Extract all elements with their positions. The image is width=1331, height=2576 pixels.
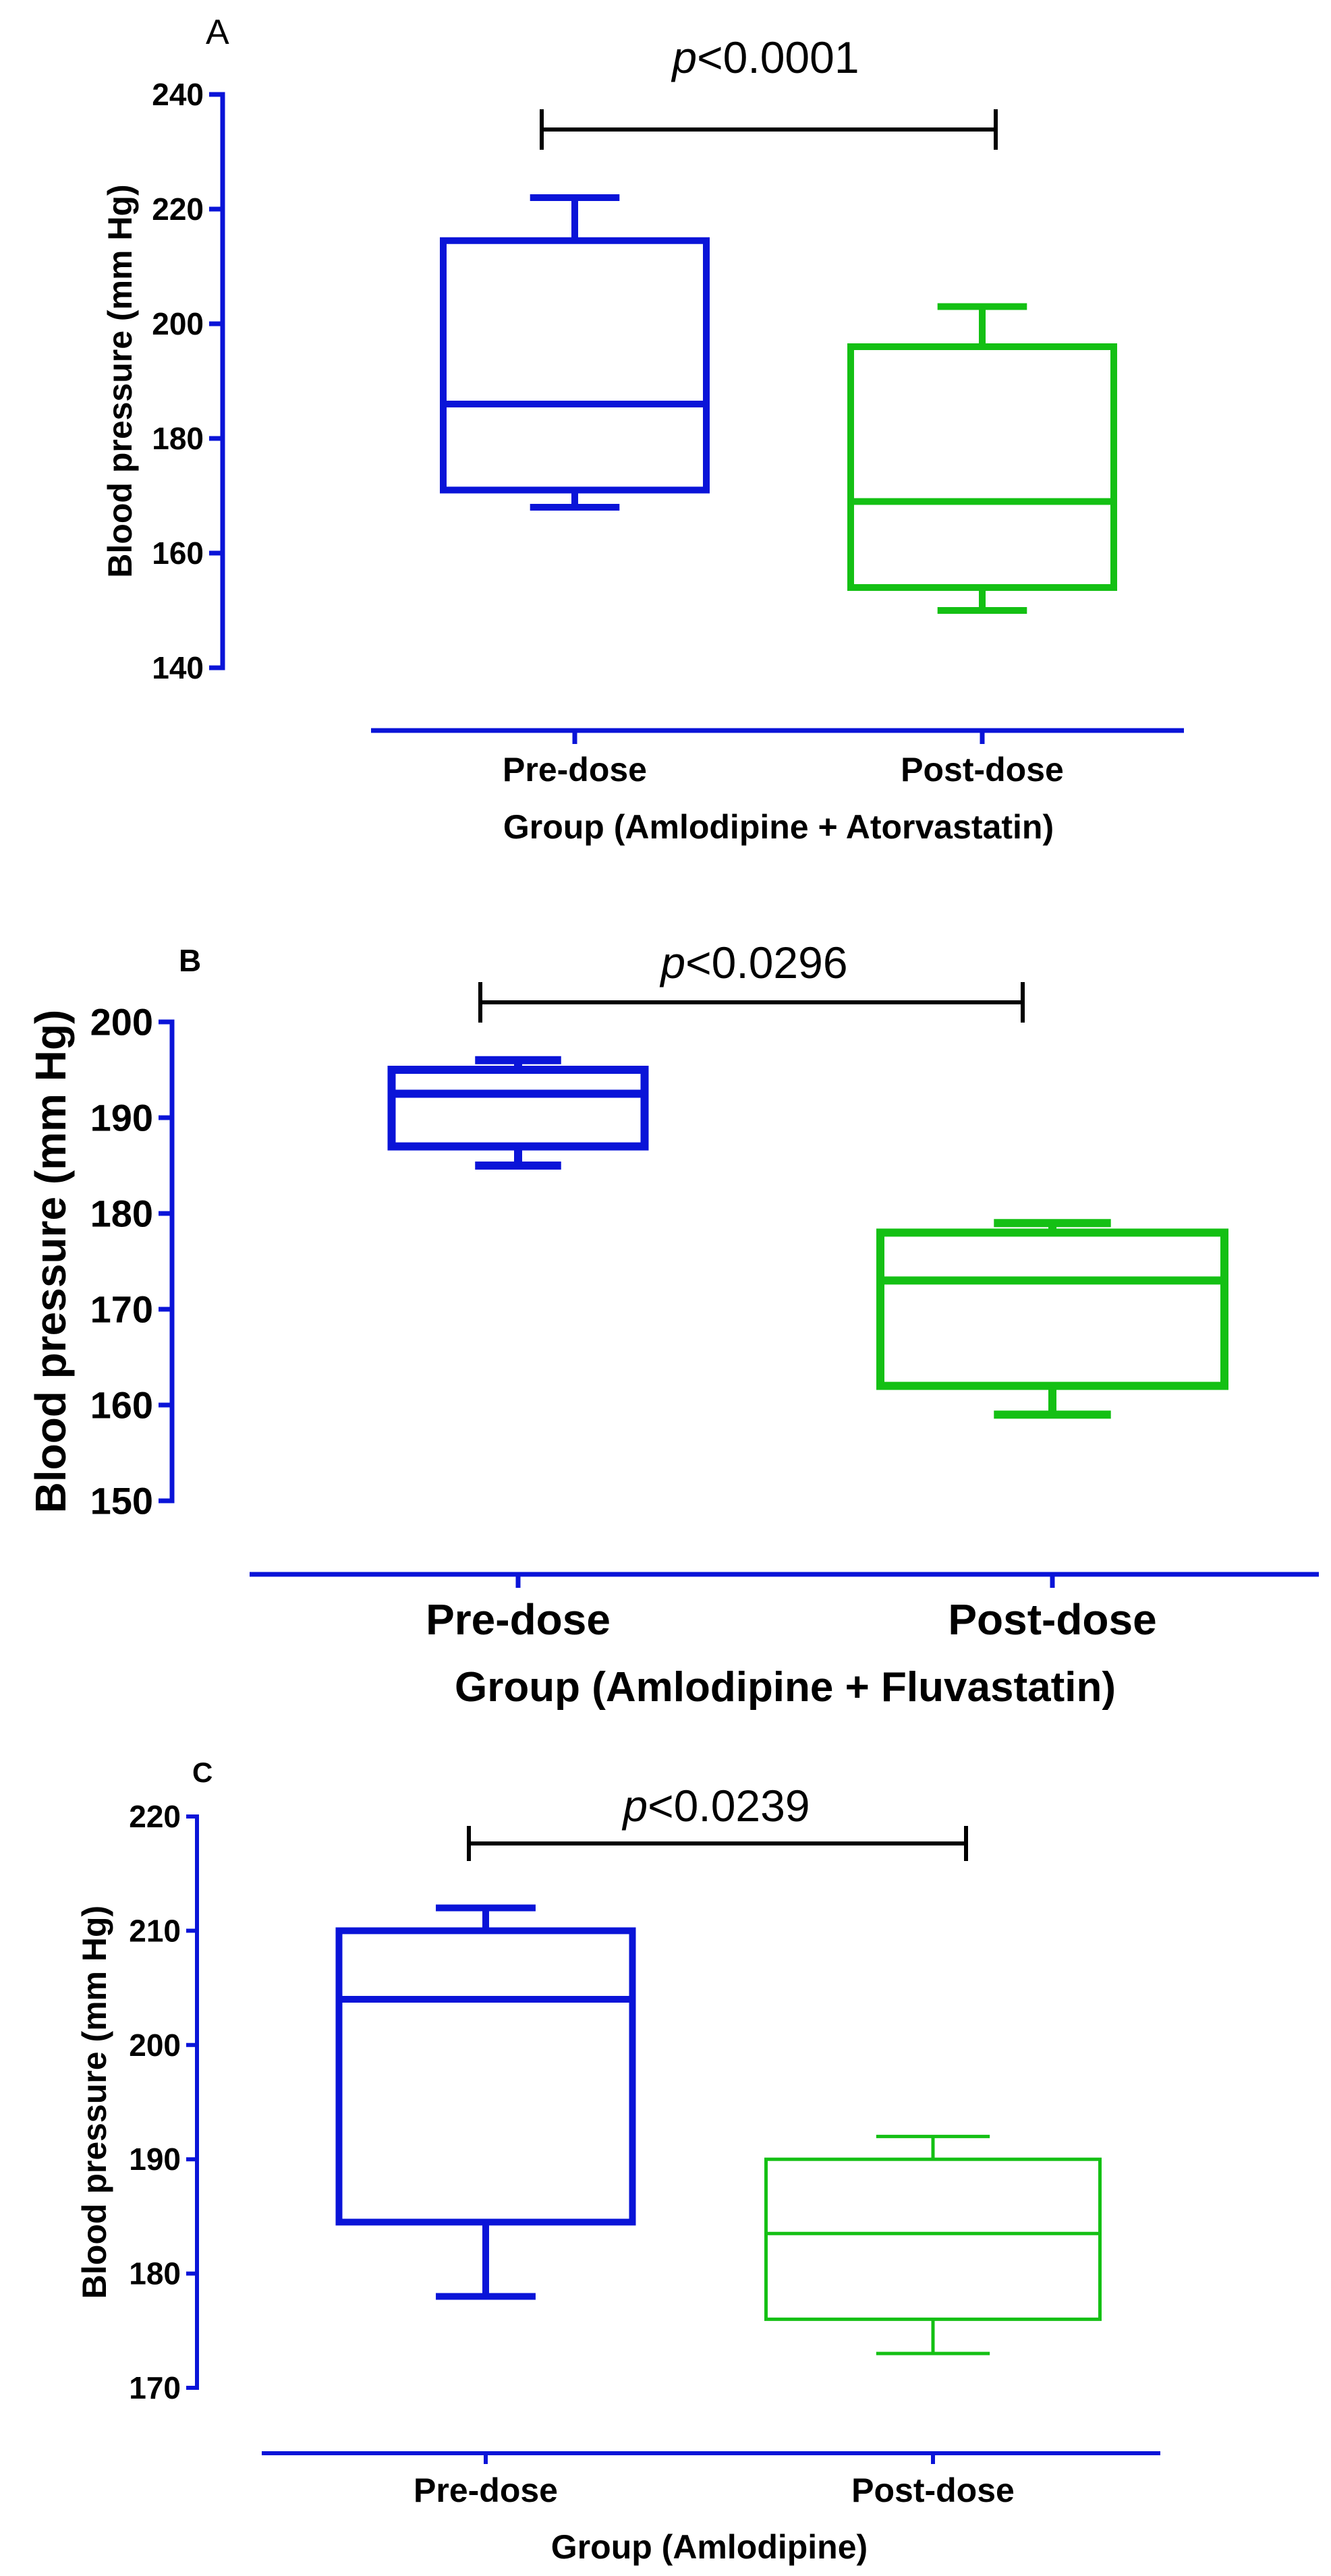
box-iqr — [387, 1066, 649, 1151]
panel-label: C — [192, 1756, 213, 1788]
box-iqr — [847, 343, 1117, 591]
x-axis-label: Group (Amlodipine + Atorvastatin) — [503, 808, 1054, 846]
y-tick-label: 200 — [90, 1001, 153, 1043]
y-tick-label: 200 — [152, 306, 204, 341]
box-iqr — [764, 2157, 1102, 2321]
y-tick-label: 220 — [129, 1799, 181, 1834]
p-value-label: p<0.0296 — [659, 938, 847, 988]
y-tick-label: 160 — [152, 536, 204, 571]
panel-c: 170 180 190 200 210 220 Blood pressure (mm Hg)… — [76, 1756, 1160, 2566]
p-value-prefix: p — [659, 938, 685, 988]
box-post-dose — [876, 1219, 1228, 1419]
y-tick-label: 150 — [90, 1480, 153, 1522]
box-pre-dose — [440, 194, 710, 511]
y-tick-label: 160 — [90, 1384, 153, 1427]
y-tick-label: 190 — [129, 2142, 181, 2177]
y-tick-label: 240 — [152, 77, 204, 112]
x-axis-label: Group (Amlodipine) — [551, 2528, 868, 2566]
y-tick-label: 210 — [129, 1913, 181, 1948]
box-iqr — [335, 1927, 636, 2226]
panel-label: B — [179, 943, 201, 978]
y-tick-label: 140 — [152, 650, 204, 685]
significance-bracket: p<0.0239 — [467, 1781, 968, 1861]
x-axis-label: Group (Amlodipine + Fluvastatin) — [455, 1664, 1116, 1711]
y-tick-label: 190 — [90, 1097, 153, 1139]
panel-label: A — [206, 13, 229, 52]
y-tick-label: 180 — [152, 421, 204, 456]
p-value-label: p<0.0239 — [621, 1781, 810, 1831]
y-tick-label: 180 — [129, 2256, 181, 2291]
x-tick-label: Pre-dose — [414, 2471, 558, 2509]
box-post-dose — [764, 2134, 1102, 2355]
x-tick-label: Post-dose — [901, 751, 1064, 789]
box-iqr — [440, 237, 710, 494]
significance-bracket: p<0.0296 — [478, 938, 1025, 1023]
y-axis-label: Blood pressure (mm Hg) — [76, 1906, 113, 2299]
x-tick-label: Pre-dose — [503, 751, 647, 789]
p-value-text: <0.0239 — [648, 1781, 810, 1831]
y-tick-label: 170 — [90, 1288, 153, 1331]
y-axis-label: Blood pressure (mm Hg) — [26, 1010, 75, 1514]
box-post-dose — [847, 303, 1117, 614]
box-iqr — [876, 1228, 1228, 1390]
p-value-text: <0.0296 — [685, 938, 847, 988]
y-axis-label: Blood pressure (mm Hg) — [101, 184, 139, 577]
p-value-prefix: p — [671, 32, 697, 82]
y-tick-label: 180 — [90, 1193, 153, 1235]
x-tick-label: Post-dose — [851, 2471, 1015, 2509]
y-tick-label: 200 — [129, 2028, 181, 2063]
panel-b: 150 160 170 180 190 200 Blood pressure (mm Hg)… — [26, 938, 1319, 1711]
y-tick-label: 220 — [152, 192, 204, 227]
box-pre-dose — [335, 1904, 636, 2300]
panel-a: 140 160 180 200 220 240 Blood pressure (mm Hg)… — [101, 13, 1184, 846]
y-tick-label: 170 — [129, 2370, 181, 2405]
significance-bracket: p<0.0001 — [540, 32, 998, 150]
p-value-text: <0.0001 — [697, 32, 859, 82]
box-pre-dose — [387, 1056, 649, 1170]
p-value-prefix: p — [621, 1781, 648, 1831]
x-tick-label: Post-dose — [948, 1595, 1156, 1644]
x-tick-label: Pre-dose — [426, 1595, 611, 1644]
p-value-label: p<0.0001 — [671, 32, 859, 82]
